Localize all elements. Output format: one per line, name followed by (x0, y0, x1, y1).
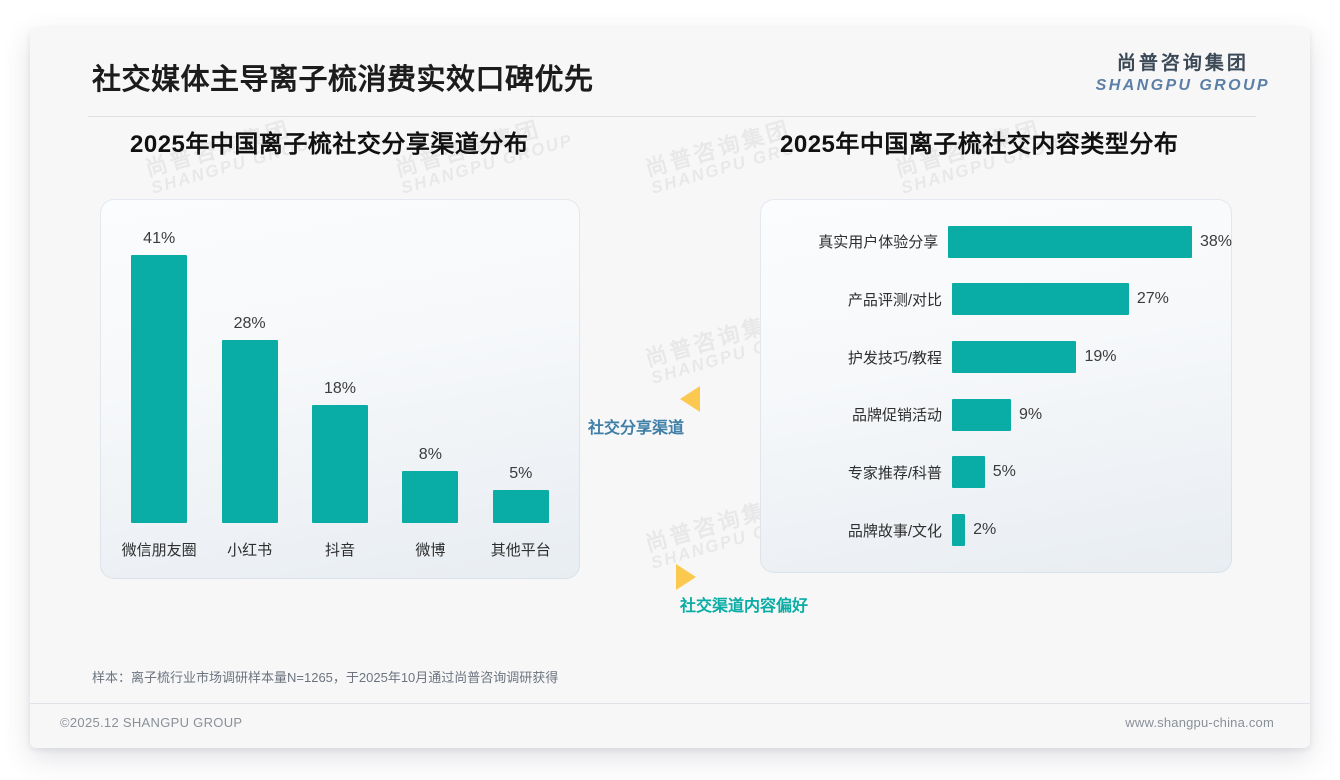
sample-footnote: 样本：离子梳行业市场调研样本量N=1265，于2025年10月通过尚普咨询调研获… (92, 670, 559, 685)
bar-value-label: 9% (1018, 405, 1043, 423)
chart-left-title: 2025年中国离子梳社交分享渠道分布 (130, 131, 529, 158)
bar-value-label: 38% (1199, 232, 1232, 250)
bar-category-label: 专家推荐/科普 (847, 464, 942, 482)
bar-category-label: 其他平台 (490, 541, 551, 559)
brand-logo: 尚普咨询集团 SHANGPU GROUP (1095, 53, 1270, 95)
chart-left-panel: 41% 28% 18% 8% 5% 微信朋友圈 小红书 抖音 微博 其他平台 (100, 199, 580, 579)
bar-rect[interactable] (952, 398, 1011, 431)
chart-right-column: 2025年中国离子梳社交内容类型分布 真实用户体验分享 38% 产品评测/对比 27%… (740, 124, 1250, 573)
bar-item[interactable]: 5% (482, 229, 560, 523)
bar-value-label: 2% (973, 521, 997, 539)
bar-category-label: 产品评测/对比 (847, 291, 942, 309)
slide-footer: ©2025.12 SHANGPU GROUP www.shangpu-china… (30, 704, 1310, 748)
bar-value-label: 5% (509, 465, 533, 483)
bar-item[interactable]: 28% (211, 229, 289, 523)
chart-left-column: 2025年中国离子梳社交分享渠道分布 41% 28% 18% 8% 5% 微信朋友圈 小红… (100, 124, 620, 579)
vertical-axis-labels: 微信朋友圈 小红书 抖音 微博 其他平台 (114, 537, 566, 561)
bar-value-label: 28% (233, 315, 266, 333)
triangle-right-icon (676, 564, 696, 590)
slide-header: 社交媒体主导离子梳消费实效口碑优先 尚普咨询集团 SHANGPU GROUP (30, 28, 1310, 116)
bar-value-label: 5% (992, 463, 1016, 481)
bar-rect[interactable] (221, 340, 278, 523)
horizontal-bars-group: 真实用户体验分享 38% 产品评测/对比 27% 护发技巧/教程 19% 品牌促销活动 9% 专… (760, 213, 1232, 559)
bar-category-label: 品牌故事/文化 (847, 522, 942, 540)
chart-right-panel: 真实用户体验分享 38% 产品评测/对比 27% 护发技巧/教程 19% 品牌促销活动 9% 专… (760, 199, 1232, 573)
annotation-content-preference: 社交渠道内容偏好 (658, 564, 808, 616)
footer-website[interactable]: www.shangpu-china.com (1125, 715, 1274, 730)
bar-value-label: 27% (1136, 290, 1169, 308)
bar-row[interactable]: 品牌促销活动 9% (760, 394, 1232, 436)
bar-rect[interactable] (311, 405, 368, 523)
annotation-1-label: 社交分享渠道 (588, 420, 685, 437)
bar-category-label: 护发技巧/教程 (847, 349, 942, 367)
page-title: 社交媒体主导离子梳消费实效口碑优先 (92, 64, 594, 96)
logo-english-text: SHANGPU GROUP (1095, 76, 1270, 94)
bar-rect[interactable] (948, 225, 1192, 258)
bar-row[interactable]: 护发技巧/教程 19% (760, 336, 1232, 378)
bar-row[interactable]: 真实用户体验分享 38% (760, 221, 1232, 263)
bar-category-label: 小红书 (227, 541, 273, 559)
bar-rect[interactable] (131, 255, 188, 523)
bar-value-label: 8% (418, 445, 442, 463)
logo-chinese-text: 尚普咨询集团 (1116, 53, 1249, 74)
footer-copyright: ©2025.12 SHANGPU GROUP (60, 715, 243, 730)
bar-rect[interactable] (952, 283, 1129, 316)
bar-rect[interactable] (492, 490, 549, 523)
bar-rect[interactable] (952, 514, 966, 547)
bar-rect[interactable] (402, 470, 459, 523)
bar-category-label: 真实用户体验分享 (818, 234, 939, 252)
bar-category-label: 抖音 (324, 541, 355, 559)
bar-rect[interactable] (952, 456, 985, 489)
chart-right-title: 2025年中国离子梳社交内容类型分布 (780, 131, 1179, 158)
header-divider (88, 116, 1256, 117)
bar-value-label: 18% (323, 380, 356, 398)
bar-value-label: 41% (143, 230, 176, 248)
footer-divider (30, 703, 1310, 704)
bar-category-label: 品牌促销活动 (851, 407, 942, 425)
triangle-left-icon (680, 386, 700, 412)
bar-value-label: 19% (1084, 348, 1117, 366)
bar-item[interactable]: 18% (301, 229, 379, 523)
annotation-social-share-channel: 社交分享渠道 (588, 386, 700, 438)
bar-row[interactable]: 产品评测/对比 27% (760, 278, 1232, 320)
bar-row[interactable]: 品牌故事/文化 2% (760, 509, 1232, 551)
bar-item[interactable]: 41% (120, 229, 198, 523)
bar-category-label: 微博 (415, 541, 446, 559)
bar-rect[interactable] (952, 341, 1077, 374)
annotation-2-label: 社交渠道内容偏好 (680, 598, 809, 615)
vertical-bars-group: 41% 28% 18% 8% 5% (114, 229, 566, 523)
bar-item[interactable]: 8% (391, 229, 469, 523)
slide-card: 尚普咨询集团 SHANGPU GROUP 尚普咨询集团 SHANGPU GROUP 尚普… (30, 28, 1310, 748)
bar-category-label: 微信朋友圈 (121, 541, 197, 559)
bar-row[interactable]: 专家推荐/科普 5% (760, 451, 1232, 493)
